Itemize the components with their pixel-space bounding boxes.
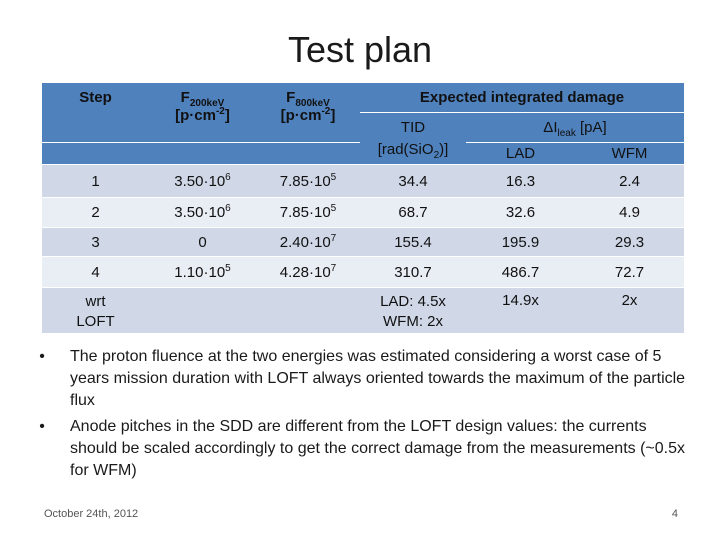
header-tid: TID [rad(SiO2)] (360, 112, 466, 165)
table-row: 4 1.10·105 4.28·107 310.7 486.7 72.7 (42, 256, 684, 288)
table-row-wrt-loft: wrt LOFT LAD: 4.5x WFM: 2x 14.9x 2x (42, 287, 684, 333)
table-row: 3 0 2.40·107 155.4 195.9 29.3 (42, 227, 684, 257)
header-step: Step (42, 82, 149, 143)
bullet-list: • The proton fluence at the two energies… (28, 346, 688, 486)
table-row: 2 3.50·106 7.85·105 68.7 32.6 4.9 (42, 197, 684, 228)
bullet-item: • The proton fluence at the two energies… (28, 346, 688, 412)
bullet-icon: • (39, 418, 45, 435)
table-header-row-1: Step F200keV [p·cm-2] F800keV [p·cm-2] E… (42, 82, 684, 143)
table-header-row-2: TID [rad(SiO2)] ΔIleak [pA] (42, 112, 684, 165)
header-expected-damage: Expected integrated damage (360, 82, 684, 113)
table-header-row-3: LAD WFM (42, 142, 684, 165)
slide-title: Test plan (287, 29, 433, 70)
table-row: 1 3.50·106 7.85·105 34.4 16.3 2.4 (42, 164, 684, 198)
bullet-item: • Anode pitches in the SDD are different… (28, 416, 688, 482)
bullet-icon: • (39, 348, 45, 365)
header-fluence-800kev: F800keV [p·cm-2] (256, 82, 360, 143)
header-lad: LAD (466, 142, 575, 165)
header-fluence-200kev: F200keV [p·cm-2] (149, 82, 256, 143)
page-number: 4 (671, 508, 678, 520)
footer-date: October 24th, 2012 (44, 508, 139, 520)
header-leakage-current: ΔIleak [pA] (466, 112, 684, 143)
header-wfm: WFM (575, 142, 684, 165)
test-plan-table: Step F200keV [p·cm-2] F800keV [p·cm-2] E… (42, 82, 684, 333)
